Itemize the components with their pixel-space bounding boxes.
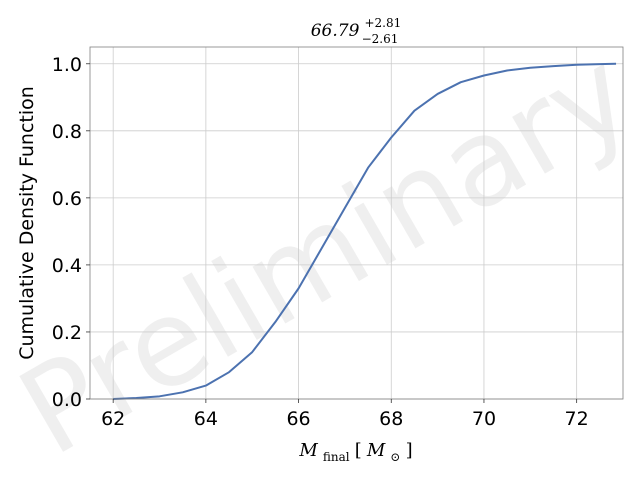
- y-tick-label: 0.2: [52, 322, 82, 344]
- axes-frame: [89, 46, 624, 400]
- x-tick-label: 68: [379, 408, 403, 430]
- y-tick-label: 0.6: [52, 188, 82, 210]
- title-sub: −2.61: [362, 32, 399, 46]
- y-axis-label: Cumulative Density Function: [16, 86, 38, 360]
- y-tick-label: 0.8: [52, 121, 82, 143]
- x-tick-label: 66: [286, 408, 310, 430]
- title-sup: +2.81: [364, 16, 401, 30]
- title-base: 66.79: [311, 21, 360, 41]
- xlabel-sub: final: [323, 450, 350, 464]
- y-tick-labels: 0.0 0.2 0.4 0.6 0.8 1.0: [52, 54, 90, 411]
- xlabel-base: M: [298, 440, 318, 461]
- x-tick-label: 64: [194, 408, 218, 430]
- grid-layer: [90, 47, 623, 400]
- x-tick-label: 70: [472, 408, 496, 430]
- y-tick-label: 0.4: [52, 255, 82, 277]
- xlabel-bracket-open: [: [355, 440, 362, 461]
- cdf-series-line: [113, 62, 617, 400]
- y-tick-label: 0.0: [52, 389, 82, 411]
- x-axis-label: M final [ M ⊙ ]: [298, 440, 412, 465]
- chart-title: 66.79 +2.81: [311, 16, 402, 41]
- x-tick-label: 62: [101, 408, 125, 430]
- y-tick-label: 1.0: [52, 54, 82, 76]
- xlabel-bracket-close: ]: [406, 440, 413, 461]
- xlabel-inner-base: M: [366, 440, 386, 461]
- series-layer: [113, 62, 617, 400]
- x-tick-labels: 62 64 66 68 70 72: [101, 399, 589, 430]
- x-tick-label: 72: [565, 408, 589, 430]
- xlabel-inner-sub: ⊙: [390, 450, 400, 464]
